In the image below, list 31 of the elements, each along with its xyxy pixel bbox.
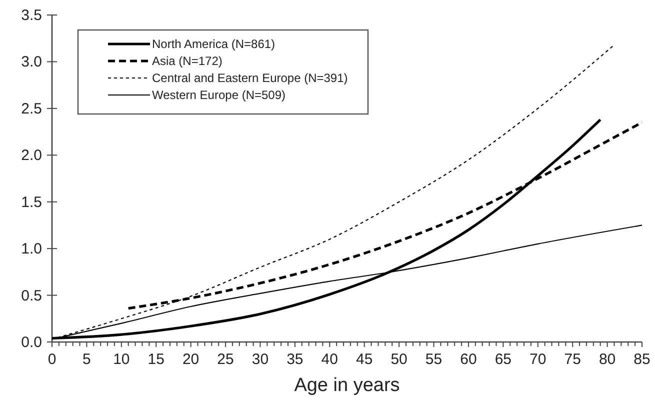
y-tick-label: 1.5 <box>21 194 42 211</box>
x-tick-label: 0 <box>48 351 56 368</box>
x-tick-label: 85 <box>634 351 650 368</box>
x-tick-label: 70 <box>530 351 546 368</box>
legend-label: Asia (N=172) <box>152 54 222 68</box>
x-tick-label: 5 <box>82 351 91 368</box>
x-tick-label: 75 <box>564 351 581 368</box>
x-tick-label: 20 <box>182 351 200 368</box>
y-tick-label: 0.5 <box>21 287 42 304</box>
x-tick-label: 15 <box>148 351 164 368</box>
x-tick-label: 25 <box>217 351 234 368</box>
x-tick-label: 50 <box>390 351 408 368</box>
legend-label: Western Europe (N=509) <box>152 88 286 102</box>
x-tick-label: 80 <box>598 351 616 368</box>
x-tick-label: 45 <box>356 351 373 368</box>
x-tick-label: 35 <box>286 351 304 368</box>
y-tick-label: 0.0 <box>21 334 42 351</box>
y-tick-label: 2.5 <box>21 100 42 118</box>
x-tick-label: 55 <box>425 351 442 368</box>
y-tick-label: 1.0 <box>21 240 42 258</box>
y-tick-label: 3.5 <box>21 7 42 24</box>
legend-label: North America (N=861) <box>152 37 276 51</box>
x-tick-label: 40 <box>321 351 338 368</box>
x-tick-label: 65 <box>494 351 512 368</box>
y-tick-label: 3.0 <box>21 54 42 71</box>
x-tick-label: 60 <box>460 351 477 368</box>
x-tick-label: 10 <box>113 351 130 368</box>
x-axis-title: Age in years <box>294 375 400 396</box>
y-tick-label: 2.0 <box>21 147 42 164</box>
legend-label: Central and Eastern Europe (N=391) <box>152 71 348 85</box>
x-tick-label: 30 <box>252 351 269 368</box>
